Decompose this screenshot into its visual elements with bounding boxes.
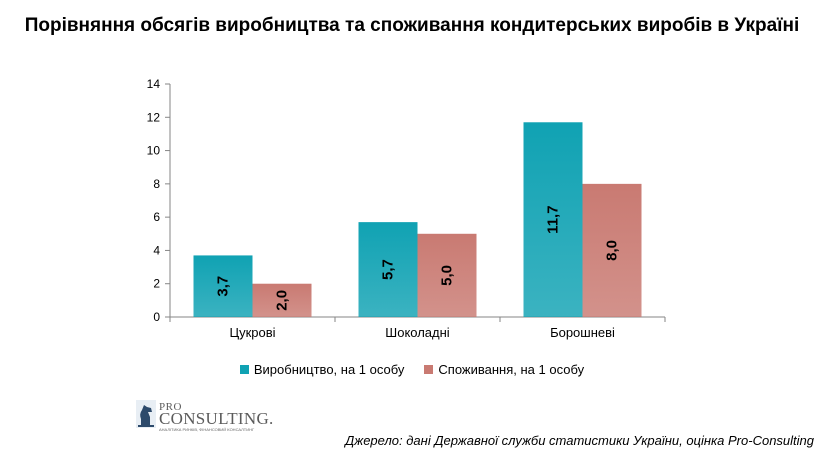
y-tick-label: 6 (153, 210, 160, 224)
chart-title-text: Порівняння обсягів виробництва та спожив… (24, 15, 800, 36)
legend-swatch-production (239, 365, 249, 374)
y-tick-label: 2 (153, 277, 160, 291)
x-tick-label: Цукрові (229, 325, 275, 340)
bar-consumption (252, 283, 312, 317)
legend-swatch-consumption (424, 365, 434, 374)
legend-item-consumption: Споживання, на 1 особу (424, 362, 584, 377)
chart-title: Порівняння обсягів виробництва та спожив… (0, 14, 824, 38)
y-tick-label: 4 (153, 243, 160, 257)
logo-pro-text: PRO (159, 401, 182, 413)
logo-tagline: АНАЛІТИКА РИНКІВ, ФІНАНСОВИЙ КОНСАЛТИНГ (159, 427, 255, 432)
bar-production (358, 222, 418, 317)
x-tick-label: Шоколадні (385, 325, 450, 340)
bar-production (193, 255, 253, 317)
bar-consumption (582, 183, 642, 317)
y-tick-label: 14 (147, 77, 161, 91)
data-label: 8,0 (604, 240, 621, 261)
bar-consumption (417, 233, 477, 317)
x-tick-label: Борошневі (550, 325, 615, 340)
y-tick-label: 8 (153, 177, 160, 191)
legend-item-production: Виробництво, на 1 особу (239, 362, 405, 377)
source-note: Джерело: дані Державної служби статистик… (345, 433, 814, 448)
y-tick-label: 0 (153, 310, 160, 324)
bar-production (523, 122, 583, 318)
logo-consulting-text: CONSULTING. (159, 409, 274, 428)
legend-label-production: Виробництво, на 1 особу (253, 362, 405, 377)
data-label: 5,0 (439, 265, 456, 286)
legend-label-consumption: Споживання, на 1 особу (438, 362, 585, 377)
pro-consulting-logo: PRO CONSULTING. АНАЛІТИКА РИНКІВ, ФІНАНС… (136, 400, 276, 434)
data-label: 2,0 (274, 290, 291, 311)
y-tick-label: 12 (147, 110, 161, 124)
logo-knight-icon (136, 400, 156, 428)
chart-legend: Виробництво, на 1 особу Споживання, на 1… (0, 362, 824, 377)
y-tick-label: 10 (147, 144, 161, 158)
data-label: 3,7 (215, 276, 232, 297)
bar-chart: 0 2 4 6 8 10 12 14 Цукрові 3,7 2,0 Шоколадні 5,7 5,0 Б… (147, 77, 666, 340)
data-label: 5,7 (380, 259, 397, 280)
data-label: 11,7 (545, 205, 562, 233)
